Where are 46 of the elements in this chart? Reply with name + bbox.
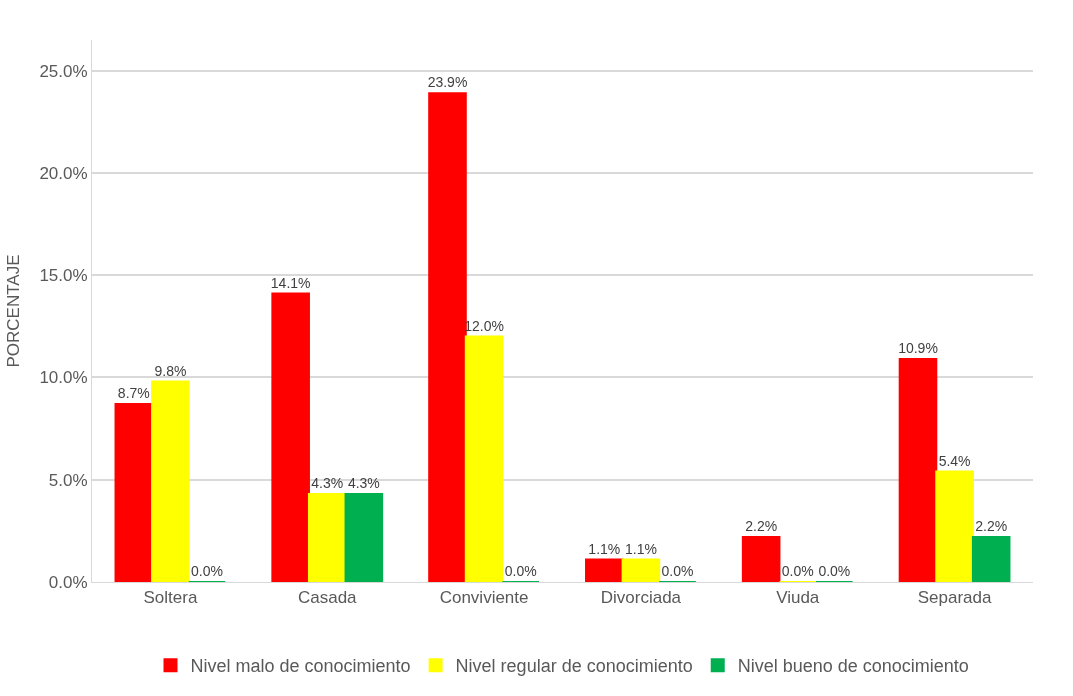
data-label: 0.0% [818,563,851,579]
data-label: 2.2% [745,518,778,534]
bar [585,558,624,582]
bar [114,403,154,582]
bar [307,493,347,582]
data-label: 8.7% [117,385,150,402]
y-tick-label: 0.0% [48,572,88,592]
data-label: 2.2% [975,518,1008,534]
legend-label: Nivel regular de conocimiento [455,656,693,677]
data-label: 14.1% [270,274,311,291]
x-tick-label: Conviviente [439,588,529,608]
y-tick-label: 5.0% [48,470,88,490]
data-label: 1.1% [588,540,621,557]
y-tick-label: 15.0% [39,266,88,286]
x-tick-label: Soltera [143,588,198,608]
data-label: 23.9% [427,74,468,91]
bar [428,92,467,582]
data-label: 10.9% [898,340,938,357]
bar [898,358,938,582]
data-label: 0.0% [504,563,537,579]
bar [621,558,661,582]
data-label: 5.4% [938,452,971,469]
y-tick-label: 20.0% [39,163,88,183]
data-label: 4.3% [347,475,380,492]
y-tick-label: 10.0% [39,368,88,388]
bar [935,470,974,582]
x-tick-label: Viuda [776,588,820,608]
bar [464,335,504,582]
data-label: 9.8% [154,362,187,379]
data-label: 1.1% [624,540,657,557]
data-label: 0.0% [191,563,223,579]
bar [151,380,190,582]
data-label: 0.0% [661,563,694,579]
y-axis-title: PORCENTAJE [3,254,23,368]
bar [344,493,384,582]
legend-label: Nivel bueno de conocimiento [737,656,969,677]
x-tick-label: Separada [917,588,992,608]
y-tick-label: 25.0% [39,61,88,81]
x-tick-label: Divorciada [600,588,682,608]
legend-label: Nivel malo de conocimiento [190,656,411,677]
x-tick-label: Casada [297,588,358,608]
data-label: 0.0% [781,563,814,579]
bar [741,536,781,582]
bar [271,292,310,582]
data-label: 4.3% [311,475,344,492]
bar [971,536,1011,582]
